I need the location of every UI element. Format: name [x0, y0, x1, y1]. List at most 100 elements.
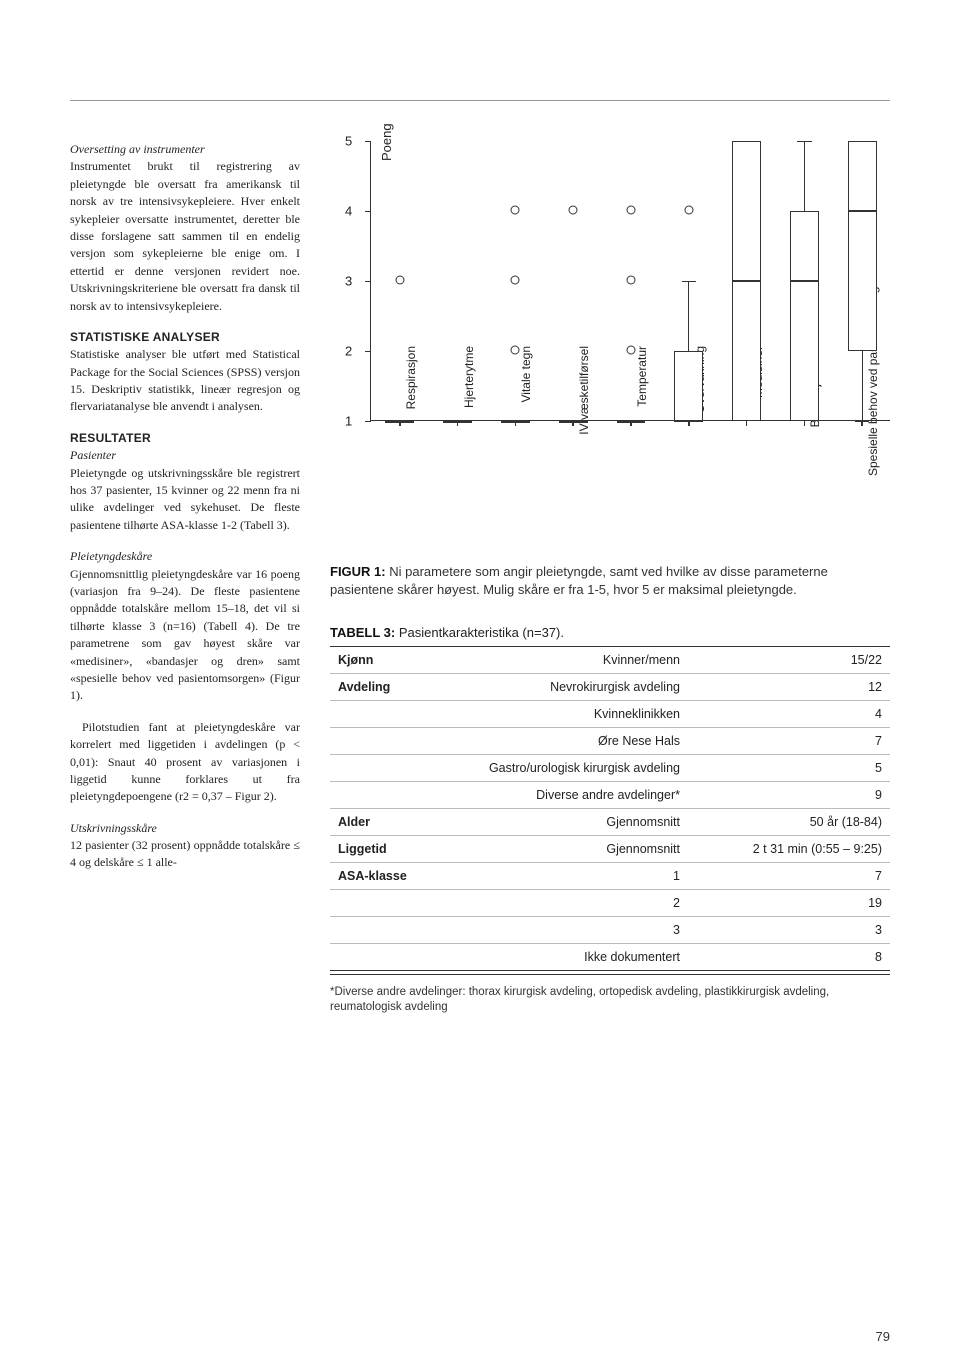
outlier-point: [395, 276, 404, 285]
table-cell: 12: [700, 674, 890, 701]
table-row: LiggetidGjennomsnitt2 t 31 min (0:55 – 9…: [330, 836, 890, 863]
table-row: Ikke dokumentert8: [330, 944, 890, 971]
median-line: [385, 420, 414, 422]
para-title-oversetting: Oversetting av instrumenter: [70, 142, 205, 156]
table-row: ASA-klasse17: [330, 863, 890, 890]
para-body-oversetting: Instrumentet brukt til registrering av p…: [70, 159, 300, 312]
whisker-cap: [682, 281, 696, 282]
table-cell: Ikke dokumentert: [440, 944, 700, 971]
figure-1-caption-text: Ni parametere som angir pleietyngde, sam…: [330, 564, 828, 597]
x-tick-label: Spesielle behov ved pasientomsorgen: [866, 346, 880, 476]
para-title-utskrivning: Utskrivningsskåre: [70, 821, 157, 835]
table-cell: 7: [700, 863, 890, 890]
chart-plot-area: 12345PoengRespirasjonHjerterytmeVitale t…: [370, 141, 890, 421]
table-cell: 3: [440, 917, 700, 944]
median-line: [443, 420, 472, 422]
para-title-pasienter: Pasienter: [70, 448, 116, 462]
table-cell: [330, 917, 440, 944]
outlier-point: [511, 206, 520, 215]
para-oversetting: Oversetting av instrumenter Instrumentet…: [70, 141, 300, 315]
table-cell: Gastro/urologisk kirurgisk avdeling: [440, 755, 700, 782]
table-cell: Nevrokirurgisk avdeling: [440, 674, 700, 701]
table-cell: Avdeling: [330, 674, 440, 701]
heading-statistiske: STATISTISKE ANALYSER: [70, 329, 300, 346]
table-cell: Kjønn: [330, 647, 440, 674]
y-tick-mark: [365, 421, 371, 423]
y-axis-label: Poeng: [379, 123, 394, 161]
table-cell: ASA-klasse: [330, 863, 440, 890]
right-column: 12345PoengRespirasjonHjerterytmeVitale t…: [330, 141, 890, 1015]
outlier-point: [627, 276, 636, 285]
table-cell: 8: [700, 944, 890, 971]
median-line: [674, 420, 703, 422]
median-line: [617, 420, 646, 422]
whisker-cap: [797, 141, 811, 142]
table-3-title-text: Pasientkarakteristika (n=37).: [395, 625, 564, 640]
table-cell: [330, 755, 440, 782]
table-cell: 2 t 31 min (0:55 – 9:25): [700, 836, 890, 863]
table-row: AlderGjennomsnitt50 år (18-84): [330, 809, 890, 836]
box: [790, 211, 819, 421]
left-text-column: Oversetting av instrumenter Instrumentet…: [70, 141, 300, 1015]
table-cell: [330, 971, 890, 975]
table-cell: 1: [440, 863, 700, 890]
table-row: [330, 971, 890, 975]
table-cell: Liggetid: [330, 836, 440, 863]
para-body-pleietyngde: Gjennomsnittlig pleietyngdeskåre var 16 …: [70, 567, 300, 703]
y-tick-label: 1: [345, 414, 352, 429]
whisker-cap: [855, 421, 869, 422]
table-cell: Diverse andre avdelinger*: [440, 782, 700, 809]
table-row: Diverse andre avdelinger*9: [330, 782, 890, 809]
y-tick-label: 5: [345, 134, 352, 149]
table-row: Kvinneklinikken4: [330, 701, 890, 728]
two-column-layout: Oversetting av instrumenter Instrumentet…: [70, 141, 890, 1015]
table-cell: [330, 890, 440, 917]
outlier-point: [627, 346, 636, 355]
table-cell: Gjennomsnitt: [440, 836, 700, 863]
table-cell: 19: [700, 890, 890, 917]
table-cell: Kvinneklinikken: [440, 701, 700, 728]
para-body-pasienter: Pleietyngde og utskrivningsskåre ble reg…: [70, 466, 300, 532]
table-row: 33: [330, 917, 890, 944]
table-row: AvdelingNevrokirurgisk avdeling12: [330, 674, 890, 701]
table-cell: Gjennomsnitt: [440, 809, 700, 836]
table-cell: 2: [440, 890, 700, 917]
table-row: Gastro/urologisk kirurgisk avdeling5: [330, 755, 890, 782]
y-tick-mark: [365, 351, 371, 353]
table-cell: 9: [700, 782, 890, 809]
table-cell: [330, 782, 440, 809]
median-line: [790, 280, 819, 282]
table-cell: 5: [700, 755, 890, 782]
table-cell: Kvinner/menn: [440, 647, 700, 674]
para-title-pleietyngde: Pleietyngdeskåre: [70, 549, 152, 563]
y-tick-mark: [365, 211, 371, 213]
median-line: [732, 280, 761, 282]
median-line: [501, 420, 530, 422]
x-tick-label: Vitale tegn: [519, 346, 533, 476]
table-3-title-label: TABELL 3:: [330, 625, 395, 640]
figure-1-caption-label: FIGUR 1:: [330, 564, 386, 579]
figure-1-boxplot: 12345PoengRespirasjonHjerterytmeVitale t…: [330, 141, 890, 481]
median-line: [848, 210, 877, 212]
outlier-point: [511, 276, 520, 285]
table-3-title: TABELL 3: Pasientkarakteristika (n=37).: [330, 625, 890, 640]
y-tick-label: 2: [345, 344, 352, 359]
para-pleietyngde: Pleietyngdeskåre Gjennomsnittlig pleiety…: [70, 548, 300, 705]
box: [674, 351, 703, 421]
y-tick-label: 3: [345, 274, 352, 289]
outlier-point: [684, 206, 693, 215]
whisker-lower: [862, 351, 863, 421]
outlier-point: [627, 206, 636, 215]
table-3-note: *Diverse andre avdelinger: thorax kirurg…: [330, 985, 890, 1015]
table-cell: [330, 728, 440, 755]
para-pasienter: Pasienter Pleietyngde og utskrivningsskå…: [70, 447, 300, 534]
x-tick-label: IV væsketilførsel: [577, 346, 591, 476]
outlier-point: [569, 206, 578, 215]
median-line: [559, 420, 588, 422]
table-cell: 7: [700, 728, 890, 755]
table-cell: 3: [700, 917, 890, 944]
para-utskrivning: Utskrivningsskåre 12 pasienter (32 prose…: [70, 820, 300, 872]
table-cell: Øre Nese Hals: [440, 728, 700, 755]
whisker-upper: [804, 141, 805, 211]
para-statistiske: Statistiske analyser ble utført med Stat…: [70, 346, 300, 416]
